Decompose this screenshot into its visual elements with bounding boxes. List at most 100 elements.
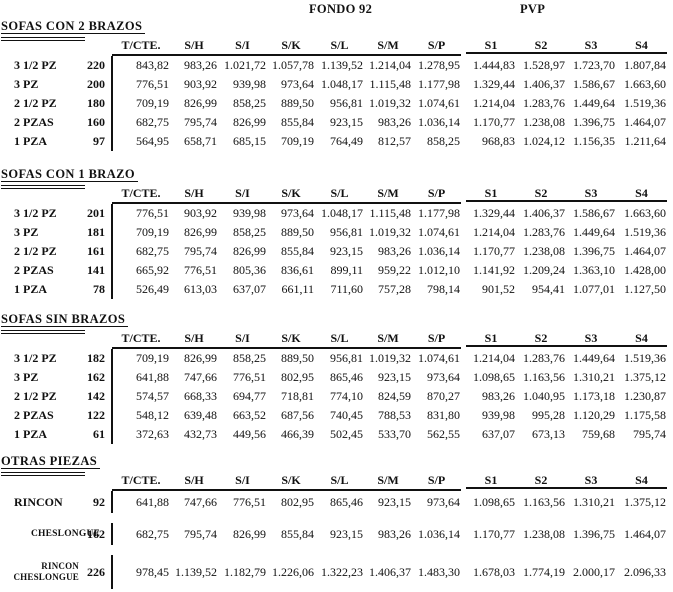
price-value: 968,83 (482, 134, 515, 148)
price-value: 718,81 (281, 389, 314, 403)
row-label: 1 PZA (14, 427, 47, 441)
price-value: 2.000,17 (573, 564, 615, 579)
fondo-size: 180 (87, 96, 105, 110)
price-value: 858,25 (233, 351, 266, 365)
column-header: T/CTE. (112, 185, 170, 204)
price-value: 901,52 (482, 282, 515, 296)
price-value: 1.586,67 (573, 77, 615, 91)
fondo-size: 181 (87, 225, 105, 239)
title-double-rule (1, 472, 85, 476)
price-value: 1.036,14 (418, 526, 460, 541)
price-value: 1.214,04 (473, 225, 515, 239)
price-section: SOFAS SIN BRAZOS T/CTE. S/H S/I S/K (1, 310, 673, 444)
price-value: 956,81 (330, 225, 363, 239)
price-value: 939,98 (482, 408, 515, 422)
price-value: 1.283,76 (523, 351, 565, 365)
empty-cell (1, 330, 79, 349)
group-header-bar: FONDO 92 PVP (1, 0, 673, 17)
price-value: 973,64 (281, 206, 314, 220)
price-value: 1.048,17 (321, 206, 363, 220)
column-header: S/L (315, 37, 364, 56)
price-value: 526,49 (111, 280, 170, 299)
column-header: S/P (412, 185, 461, 204)
price-value: 1.283,76 (523, 96, 565, 110)
price-value: 956,81 (330, 96, 363, 110)
price-value: 1.396,75 (573, 244, 615, 258)
fondo-size: 122 (87, 408, 105, 422)
price-value: 641,88 (111, 368, 170, 387)
price-value: 939,98 (233, 206, 266, 220)
price-value: 1.519,36 (624, 96, 666, 110)
price-value: 1.115,48 (369, 77, 411, 91)
price-value: 858,25 (233, 96, 266, 110)
price-value: 1.375,12 (624, 494, 666, 509)
price-value: 1.238,08 (523, 526, 565, 541)
price-value: 1.375,12 (624, 370, 666, 384)
price-value: 665,92 (111, 261, 170, 280)
column-header: S/H (170, 472, 218, 491)
table-row: 2 1/2 PZ 180 709,19 826,99 858,25 889,50 956,8… (1, 94, 667, 113)
price-value: 899,11 (330, 263, 363, 277)
fondo-size: 97 (93, 134, 105, 148)
column-header: S/L (315, 330, 364, 349)
column-header: S2 (516, 185, 566, 204)
price-value: 562,55 (427, 427, 460, 441)
price-table: T/CTE. S/H S/I S/K S/L S/M S/P S1 S2 S3 … (1, 330, 668, 444)
price-value: 855,84 (281, 115, 314, 129)
price-value: 1.586,67 (573, 206, 615, 220)
price-value: 1.177,98 (418, 206, 460, 220)
price-table: T/CTE. S/H S/I S/K S/L S/M S/P S1 S2 S3 … (1, 472, 667, 589)
column-header: S/I (218, 472, 267, 491)
price-value: 831,80 (427, 408, 460, 422)
price-value: 1.163,56 (523, 370, 565, 384)
column-header: S/H (170, 330, 218, 349)
column-header: S/H (170, 185, 218, 204)
price-value: 923,15 (330, 115, 363, 129)
price-value: 759,68 (582, 427, 615, 441)
price-value: 673,13 (532, 427, 565, 441)
table-row: 1 PZA 61 372,63 432,73 449,56 466,39 502,45 533… (1, 425, 667, 444)
empty-cell (1, 472, 79, 491)
column-header: S4 (616, 37, 667, 56)
column-header: S2 (516, 37, 566, 56)
price-value: 923,15 (378, 494, 411, 509)
price-value: 843,82 (111, 56, 170, 75)
price-value: 795,74 (633, 427, 666, 441)
price-value: 1.021,72 (224, 58, 266, 72)
price-value: 889,50 (281, 351, 314, 365)
price-value: 826,99 (184, 351, 217, 365)
price-value: 1.406,37 (523, 77, 565, 91)
price-value: 661,11 (281, 282, 314, 296)
price-value: 865,46 (330, 370, 363, 384)
price-value: 466,39 (281, 427, 314, 441)
price-value: 574,57 (111, 387, 170, 406)
price-value: 855,84 (281, 244, 314, 258)
column-header: T/CTE. (112, 330, 170, 349)
column-header: S3 (566, 37, 616, 56)
price-section: SOFAS CON 2 BRAZOS T/CTE. S/H S/I S/K (1, 17, 673, 151)
price-value: 1.663,60 (624, 77, 666, 91)
price-value: 740,45 (330, 408, 363, 422)
column-header-row: T/CTE. S/H S/I S/K S/L S/M S/P S1 S2 S3 … (1, 37, 667, 56)
column-header: S1 (466, 37, 516, 56)
price-value: 1.211,64 (624, 134, 666, 148)
price-value: 1.177,98 (418, 77, 460, 91)
empty-cell (79, 472, 112, 491)
price-value: 1.678,03 (473, 564, 515, 579)
column-header: S3 (566, 185, 616, 204)
price-value: 1.322,23 (321, 564, 363, 579)
price-value: 1.428,00 (624, 263, 666, 277)
column-header: S3 (566, 330, 616, 349)
empty-cell (79, 37, 112, 56)
price-value: 1.519,36 (624, 225, 666, 239)
price-value: 1.019,32 (369, 351, 411, 365)
price-value: 954,41 (532, 282, 565, 296)
price-value: 826,99 (184, 225, 217, 239)
price-value: 923,15 (330, 244, 363, 258)
column-header: S/M (364, 472, 412, 491)
price-value: 1.283,76 (523, 225, 565, 239)
price-value: 1.464,07 (624, 526, 666, 541)
fondo-size: 220 (87, 58, 105, 72)
fondo-group-label: FONDO 92 (309, 2, 373, 16)
